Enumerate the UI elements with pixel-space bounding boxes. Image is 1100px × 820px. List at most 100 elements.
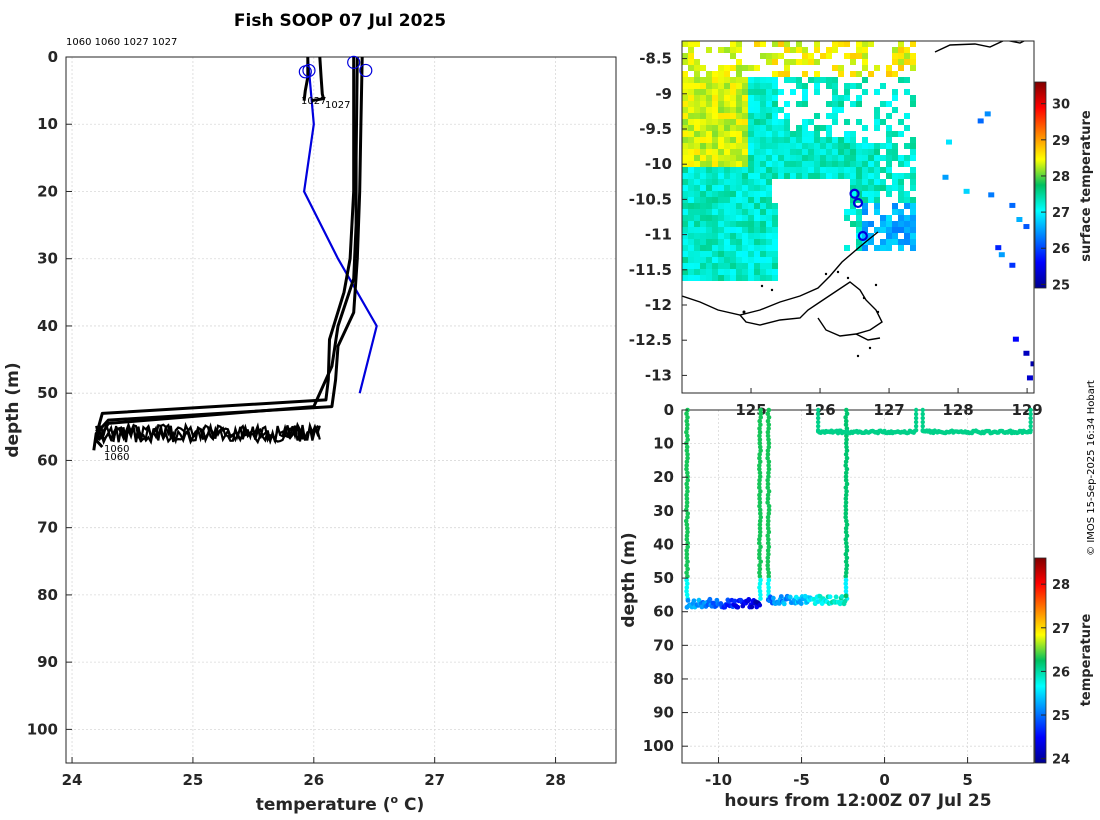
section-dot xyxy=(758,592,763,598)
sst-cell xyxy=(760,143,766,149)
section-dot xyxy=(765,433,771,439)
sst-cell xyxy=(790,161,796,167)
section-dot xyxy=(758,577,763,583)
sst-cell xyxy=(760,119,766,125)
sst-cell xyxy=(874,185,880,191)
sst-cell xyxy=(868,149,874,155)
sst-cell xyxy=(682,89,688,95)
sst-cell xyxy=(706,95,712,101)
section-dot xyxy=(757,566,763,572)
track-point xyxy=(852,197,864,209)
sst-cell xyxy=(772,257,778,263)
sst-cell xyxy=(766,131,772,137)
sst-cell xyxy=(772,221,778,227)
sst-cell xyxy=(718,137,724,143)
sst-cell xyxy=(784,71,790,77)
sst-cell xyxy=(706,107,712,113)
sst-cell xyxy=(892,185,898,191)
section-dot xyxy=(684,459,690,465)
sst-cell xyxy=(724,245,730,251)
section-dot xyxy=(757,548,762,553)
section-dot xyxy=(758,596,763,601)
section-y-axis-label: depth (m) xyxy=(619,532,639,627)
sst-cell xyxy=(1009,262,1016,268)
sst-cell xyxy=(736,185,742,191)
sst-cell xyxy=(736,269,742,275)
sst-cell xyxy=(724,107,730,113)
sst-cell xyxy=(760,221,766,227)
sst-cell xyxy=(682,41,688,47)
sst-cell xyxy=(862,167,868,173)
sst-cell xyxy=(754,101,760,107)
sst-cell xyxy=(760,77,766,83)
sst-cell xyxy=(700,251,706,257)
sst-cell xyxy=(862,149,868,155)
section-dot xyxy=(757,551,762,557)
sst-cell xyxy=(766,269,772,275)
section-dot xyxy=(843,551,849,557)
sst-cell xyxy=(856,119,862,125)
sst-cell xyxy=(706,239,712,245)
sst-cell xyxy=(874,107,880,113)
sst-cell xyxy=(688,185,694,191)
profile-ids-top: 1060 1060 1027 1027 xyxy=(66,37,177,48)
sst-cell xyxy=(712,233,718,239)
sst-cell xyxy=(736,131,742,137)
sst-cell xyxy=(718,65,724,71)
sst-cell xyxy=(886,239,892,245)
sst-cell xyxy=(724,77,730,83)
sst-cell xyxy=(688,215,694,221)
sst-cell xyxy=(880,185,886,191)
sst-cell xyxy=(772,89,778,95)
sst-cell xyxy=(706,257,712,263)
sst-cell xyxy=(808,53,814,59)
sst-cell xyxy=(766,251,772,257)
section-dot xyxy=(766,415,772,420)
temp-colorbar-tick-label: 24 xyxy=(1052,753,1070,768)
sst-cell xyxy=(868,239,874,245)
section-dot xyxy=(685,574,690,579)
section-dot xyxy=(732,598,738,604)
sst-cell xyxy=(892,95,898,101)
profile-y-axis-label: depth (m) xyxy=(3,362,23,457)
sst-cell xyxy=(736,143,742,149)
sst-cell xyxy=(874,245,880,251)
sst-cell xyxy=(706,143,712,149)
sst-cell xyxy=(736,251,742,257)
sst-cell xyxy=(730,179,736,185)
section-dot xyxy=(685,598,691,603)
sst-cell xyxy=(766,95,772,101)
y-tick-label: 70 xyxy=(37,519,58,537)
sst-colorbar-tick-label: 30 xyxy=(1052,98,1070,113)
sst-cell xyxy=(688,149,694,155)
sst-cell xyxy=(736,179,742,185)
section-dot xyxy=(765,455,770,461)
sst-cell xyxy=(844,173,850,179)
section-dot xyxy=(766,570,771,576)
sst-cell xyxy=(718,131,724,137)
sst-cell xyxy=(802,167,808,173)
sst-cell xyxy=(736,59,742,65)
sst-cell xyxy=(748,89,754,95)
section-dot xyxy=(758,544,763,550)
sst-cell xyxy=(886,185,892,191)
section-dot xyxy=(843,511,849,516)
sst-cell xyxy=(808,131,814,137)
sst-cell xyxy=(724,65,730,71)
section-dot xyxy=(843,470,849,476)
sst-cell xyxy=(742,221,748,227)
section-dot xyxy=(757,455,762,461)
sst-cell xyxy=(730,65,736,71)
sst-cell xyxy=(844,245,850,251)
sst-cell xyxy=(730,101,736,107)
sst-cell xyxy=(862,143,868,149)
sst-cell xyxy=(984,111,991,117)
sst-cell xyxy=(694,251,700,257)
section-dot xyxy=(766,440,772,446)
sst-cell xyxy=(712,263,718,269)
sst-cell xyxy=(862,53,868,59)
profile-label-1027-a: 1027 xyxy=(301,96,326,107)
sst-cell xyxy=(682,167,688,173)
sst-cell xyxy=(886,233,892,239)
section-dot xyxy=(843,477,849,483)
